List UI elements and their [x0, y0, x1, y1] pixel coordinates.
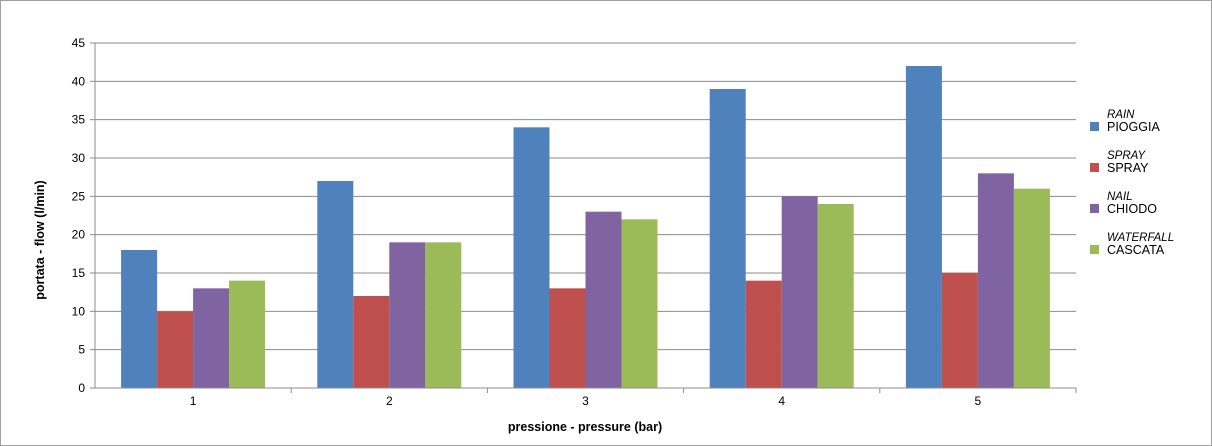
bar-chiodo-3: [585, 211, 622, 388]
x-tick-label: 1: [190, 394, 197, 408]
y-tick-label: 5: [78, 343, 85, 357]
legend-label-en: NAIL: [1107, 191, 1133, 203]
bar-spray-5: [941, 273, 978, 388]
y-tick-label: 45: [72, 36, 86, 50]
y-tick-label: 0: [78, 381, 85, 395]
bar-chiodo-1: [193, 288, 230, 388]
bar-pioggia-4: [709, 89, 746, 388]
x-tick-label: 4: [778, 394, 785, 408]
legend-label: CHIODO: [1107, 202, 1157, 216]
bar-pioggia-5: [905, 66, 942, 388]
x-tick-labels: 1 2 3 4 5: [190, 394, 982, 408]
bar-cascata-5: [1013, 188, 1050, 388]
y-tick-label: 20: [72, 228, 86, 242]
bar-chiodo-4: [781, 196, 818, 388]
bar-pioggia-3: [513, 127, 550, 388]
y-tick-label: 40: [72, 74, 86, 88]
bar-chiodo-2: [389, 242, 426, 388]
legend-swatch: [1090, 245, 1099, 254]
legend-swatch: [1090, 122, 1099, 131]
bar-cascata-3: [621, 219, 658, 388]
bar-cascata-2: [425, 242, 462, 388]
bar-pioggia-1: [121, 250, 158, 388]
x-axis-title: pressione - pressure (bar): [508, 420, 662, 434]
y-tick-label: 15: [72, 266, 86, 280]
x-tick-label: 5: [975, 394, 982, 408]
legend-label-en: SPRAY: [1107, 150, 1146, 162]
axes: [94, 43, 1077, 393]
x-tick-label: 3: [582, 394, 589, 408]
legend-label-en: WATERFALL: [1107, 232, 1174, 244]
y-tick-label: 30: [72, 151, 86, 165]
bar-chiodo-5: [977, 173, 1014, 388]
legend-label: PIOGGIA: [1107, 120, 1160, 134]
legend-swatch: [1090, 163, 1099, 172]
bar-cascata-4: [817, 204, 854, 388]
bar-pioggia-2: [317, 181, 354, 388]
y-axis-title: portata - flow (l/min): [33, 180, 47, 299]
y-tick-label: 10: [72, 304, 86, 318]
y-tick-label: 35: [72, 113, 86, 127]
x-tick-label: 2: [386, 394, 393, 408]
bar-spray-2: [353, 296, 390, 388]
bar-spray-4: [745, 280, 782, 388]
legend-swatch: [1090, 204, 1099, 213]
y-tick-labels: 0 5 10 15 20 25 30 35 40 45: [72, 36, 86, 395]
bar-spray-1: [157, 311, 194, 388]
bar-spray-3: [549, 288, 586, 388]
legend-label: SPRAY: [1107, 161, 1149, 175]
bars: [121, 66, 1050, 388]
legend-label: CASCATA: [1107, 243, 1165, 257]
y-tick-label: 25: [72, 189, 86, 203]
legend-label-en: RAIN: [1107, 109, 1135, 121]
bar-cascata-1: [229, 280, 266, 388]
